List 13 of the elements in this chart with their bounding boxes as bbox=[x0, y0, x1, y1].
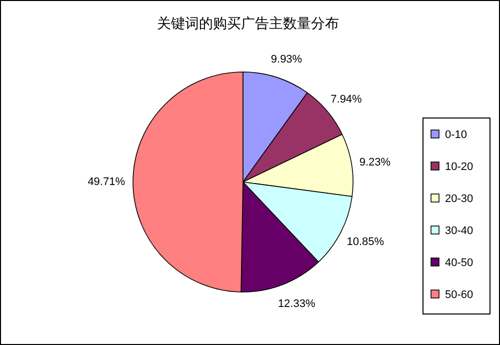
legend-label: 50-60 bbox=[445, 289, 474, 301]
data-label: 12.33% bbox=[278, 298, 316, 310]
data-label: 10.85% bbox=[346, 236, 384, 248]
data-label: 7.94% bbox=[330, 94, 362, 106]
legend-label: 30-40 bbox=[445, 225, 474, 237]
chart-title: 关键词的购买广告主数量分布 bbox=[157, 15, 339, 31]
data-label: 9.23% bbox=[359, 156, 391, 169]
data-label: 49.71% bbox=[88, 176, 126, 188]
legend-label: 40-50 bbox=[445, 257, 474, 269]
data-label: 9.93% bbox=[270, 53, 302, 66]
legend-label: 20-30 bbox=[445, 193, 474, 205]
legend-label: 10-20 bbox=[445, 161, 474, 173]
legend-label: 0-10 bbox=[445, 129, 468, 141]
